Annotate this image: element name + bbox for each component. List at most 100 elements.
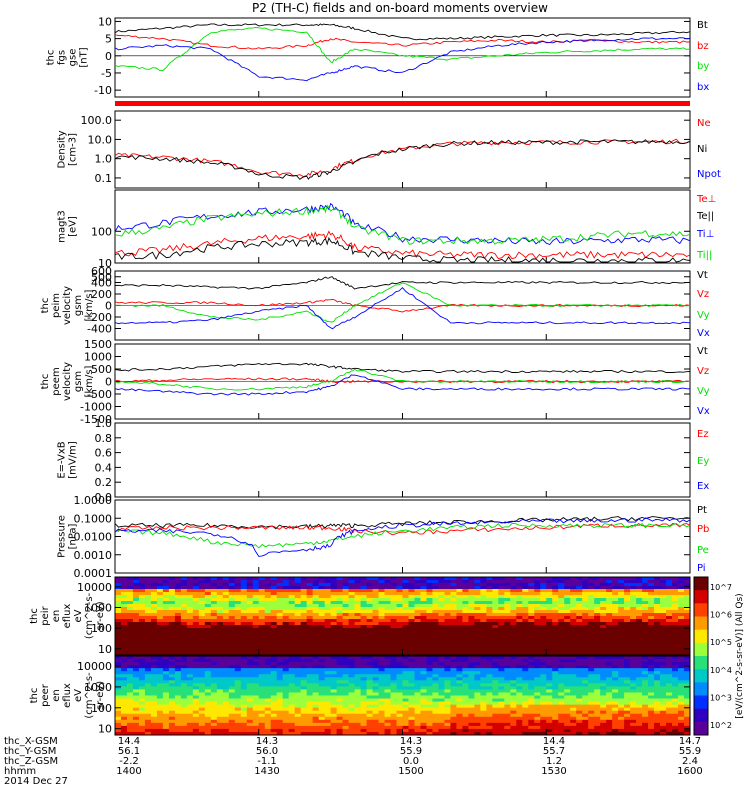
heatmap-cell	[492, 695, 499, 699]
heatmap-cell	[192, 668, 200, 672]
heatmap-cell	[282, 695, 290, 699]
heatmap-cell	[324, 728, 332, 733]
heatmap-cell	[438, 589, 445, 593]
heatmap-cell	[432, 634, 439, 638]
heatmap-cell	[288, 634, 296, 638]
heatmap-cell	[258, 695, 266, 699]
heatmap-cell	[270, 577, 278, 581]
heatmap-cell	[528, 665, 535, 669]
heatmap-cell	[504, 716, 511, 721]
heatmap-cell	[558, 580, 565, 584]
heatmap-cell	[636, 662, 643, 666]
heatmap-cell	[288, 722, 296, 727]
heatmap-cell	[204, 689, 212, 693]
heatmap-cell	[348, 728, 355, 733]
heatmap-cell	[168, 668, 176, 672]
heatmap-cell	[666, 619, 673, 623]
heatmap-cell	[438, 637, 445, 641]
heatmap-cell	[600, 665, 607, 669]
heatmap-cell	[384, 601, 391, 605]
heatmap-cell	[276, 643, 284, 647]
heatmap-cell	[115, 680, 122, 684]
heatmap-cell	[222, 583, 230, 587]
heatmap-cell	[516, 643, 523, 647]
heatmap-cell	[564, 704, 571, 709]
heatmap-cell	[138, 695, 146, 699]
heatmap-cell	[576, 613, 583, 617]
heatmap-cell	[504, 643, 511, 647]
heatmap-cell	[642, 622, 649, 626]
heatmap-cell	[342, 692, 349, 696]
heatmap-cell	[456, 689, 463, 693]
heatmap-cell	[522, 689, 529, 693]
heatmap-cell	[120, 719, 128, 724]
heatmap-cell	[498, 592, 505, 596]
heatmap-cell	[486, 656, 493, 660]
heatmap-cell	[150, 592, 158, 596]
heatmap-cell	[282, 652, 290, 656]
heatmap-cell	[636, 659, 643, 663]
heatmap-cell	[186, 725, 194, 730]
heatmap-cell	[150, 674, 158, 678]
heatmap-cell	[258, 580, 266, 584]
heatmap-cell	[618, 607, 625, 611]
heatmap-cell	[168, 598, 176, 602]
heatmap-cell	[450, 646, 457, 650]
heatmap-cell	[240, 704, 248, 709]
heatmap-cell	[270, 601, 278, 605]
heatmap-cell	[402, 701, 409, 706]
heatmap-cell	[564, 583, 571, 587]
heatmap-cell	[156, 637, 164, 641]
heatmap-cell	[216, 698, 224, 702]
heatmap-cell	[432, 577, 439, 581]
heatmap-cell	[522, 631, 529, 635]
heatmap-cell	[246, 607, 254, 611]
heatmap-cell	[654, 622, 661, 626]
heatmap-cell	[438, 634, 445, 638]
heatmap-cell	[498, 598, 505, 602]
heatmap-cell	[474, 722, 481, 727]
heatmap-cell	[144, 689, 152, 693]
heatmap-cell	[192, 595, 200, 599]
heatmap-cell	[384, 683, 391, 687]
heatmap-cell	[564, 580, 571, 584]
heatmap-cell	[474, 580, 481, 584]
heatmap-cell	[144, 731, 152, 736]
heatmap-cell	[432, 701, 439, 706]
heatmap-cell	[570, 731, 577, 736]
heatmap-cell	[342, 671, 349, 675]
heatmap-cell	[150, 701, 158, 706]
heatmap-cell	[336, 698, 343, 702]
heatmap-cell	[372, 616, 379, 620]
heatmap-cell	[468, 662, 475, 666]
heatmap-cell	[216, 580, 224, 584]
heatmap-cell	[408, 716, 415, 721]
heatmap-cell	[282, 716, 290, 721]
heatmap-cell	[540, 668, 547, 672]
heatmap-cell	[684, 646, 691, 650]
heatmap-cell	[222, 656, 230, 660]
heatmap-cell	[534, 698, 541, 702]
heatmap-cell	[414, 613, 421, 617]
heatmap-cell	[438, 692, 445, 696]
heatmap-cell	[198, 601, 206, 605]
heatmap-cell	[678, 601, 685, 605]
heatmap-cell	[456, 583, 463, 587]
heatmap-cell	[168, 586, 176, 590]
heatmap-cell	[678, 589, 685, 593]
heatmap-cell	[150, 577, 158, 581]
heatmap-cell	[414, 686, 421, 690]
heatmap-cell	[618, 671, 625, 675]
heatmap-cell	[366, 598, 373, 602]
heatmap-cell	[246, 625, 254, 629]
heatmap-cell	[336, 598, 343, 602]
heatmap-cell	[144, 607, 152, 611]
heatmap-cell	[115, 610, 122, 614]
heatmap-cell	[570, 725, 577, 730]
y-tick-label: -1500	[80, 413, 112, 426]
heatmap-cell	[480, 704, 487, 709]
heatmap-cell	[504, 665, 511, 669]
heatmap-cell	[456, 701, 463, 706]
heatmap-cell	[336, 722, 343, 727]
heatmap-cell	[264, 628, 272, 632]
